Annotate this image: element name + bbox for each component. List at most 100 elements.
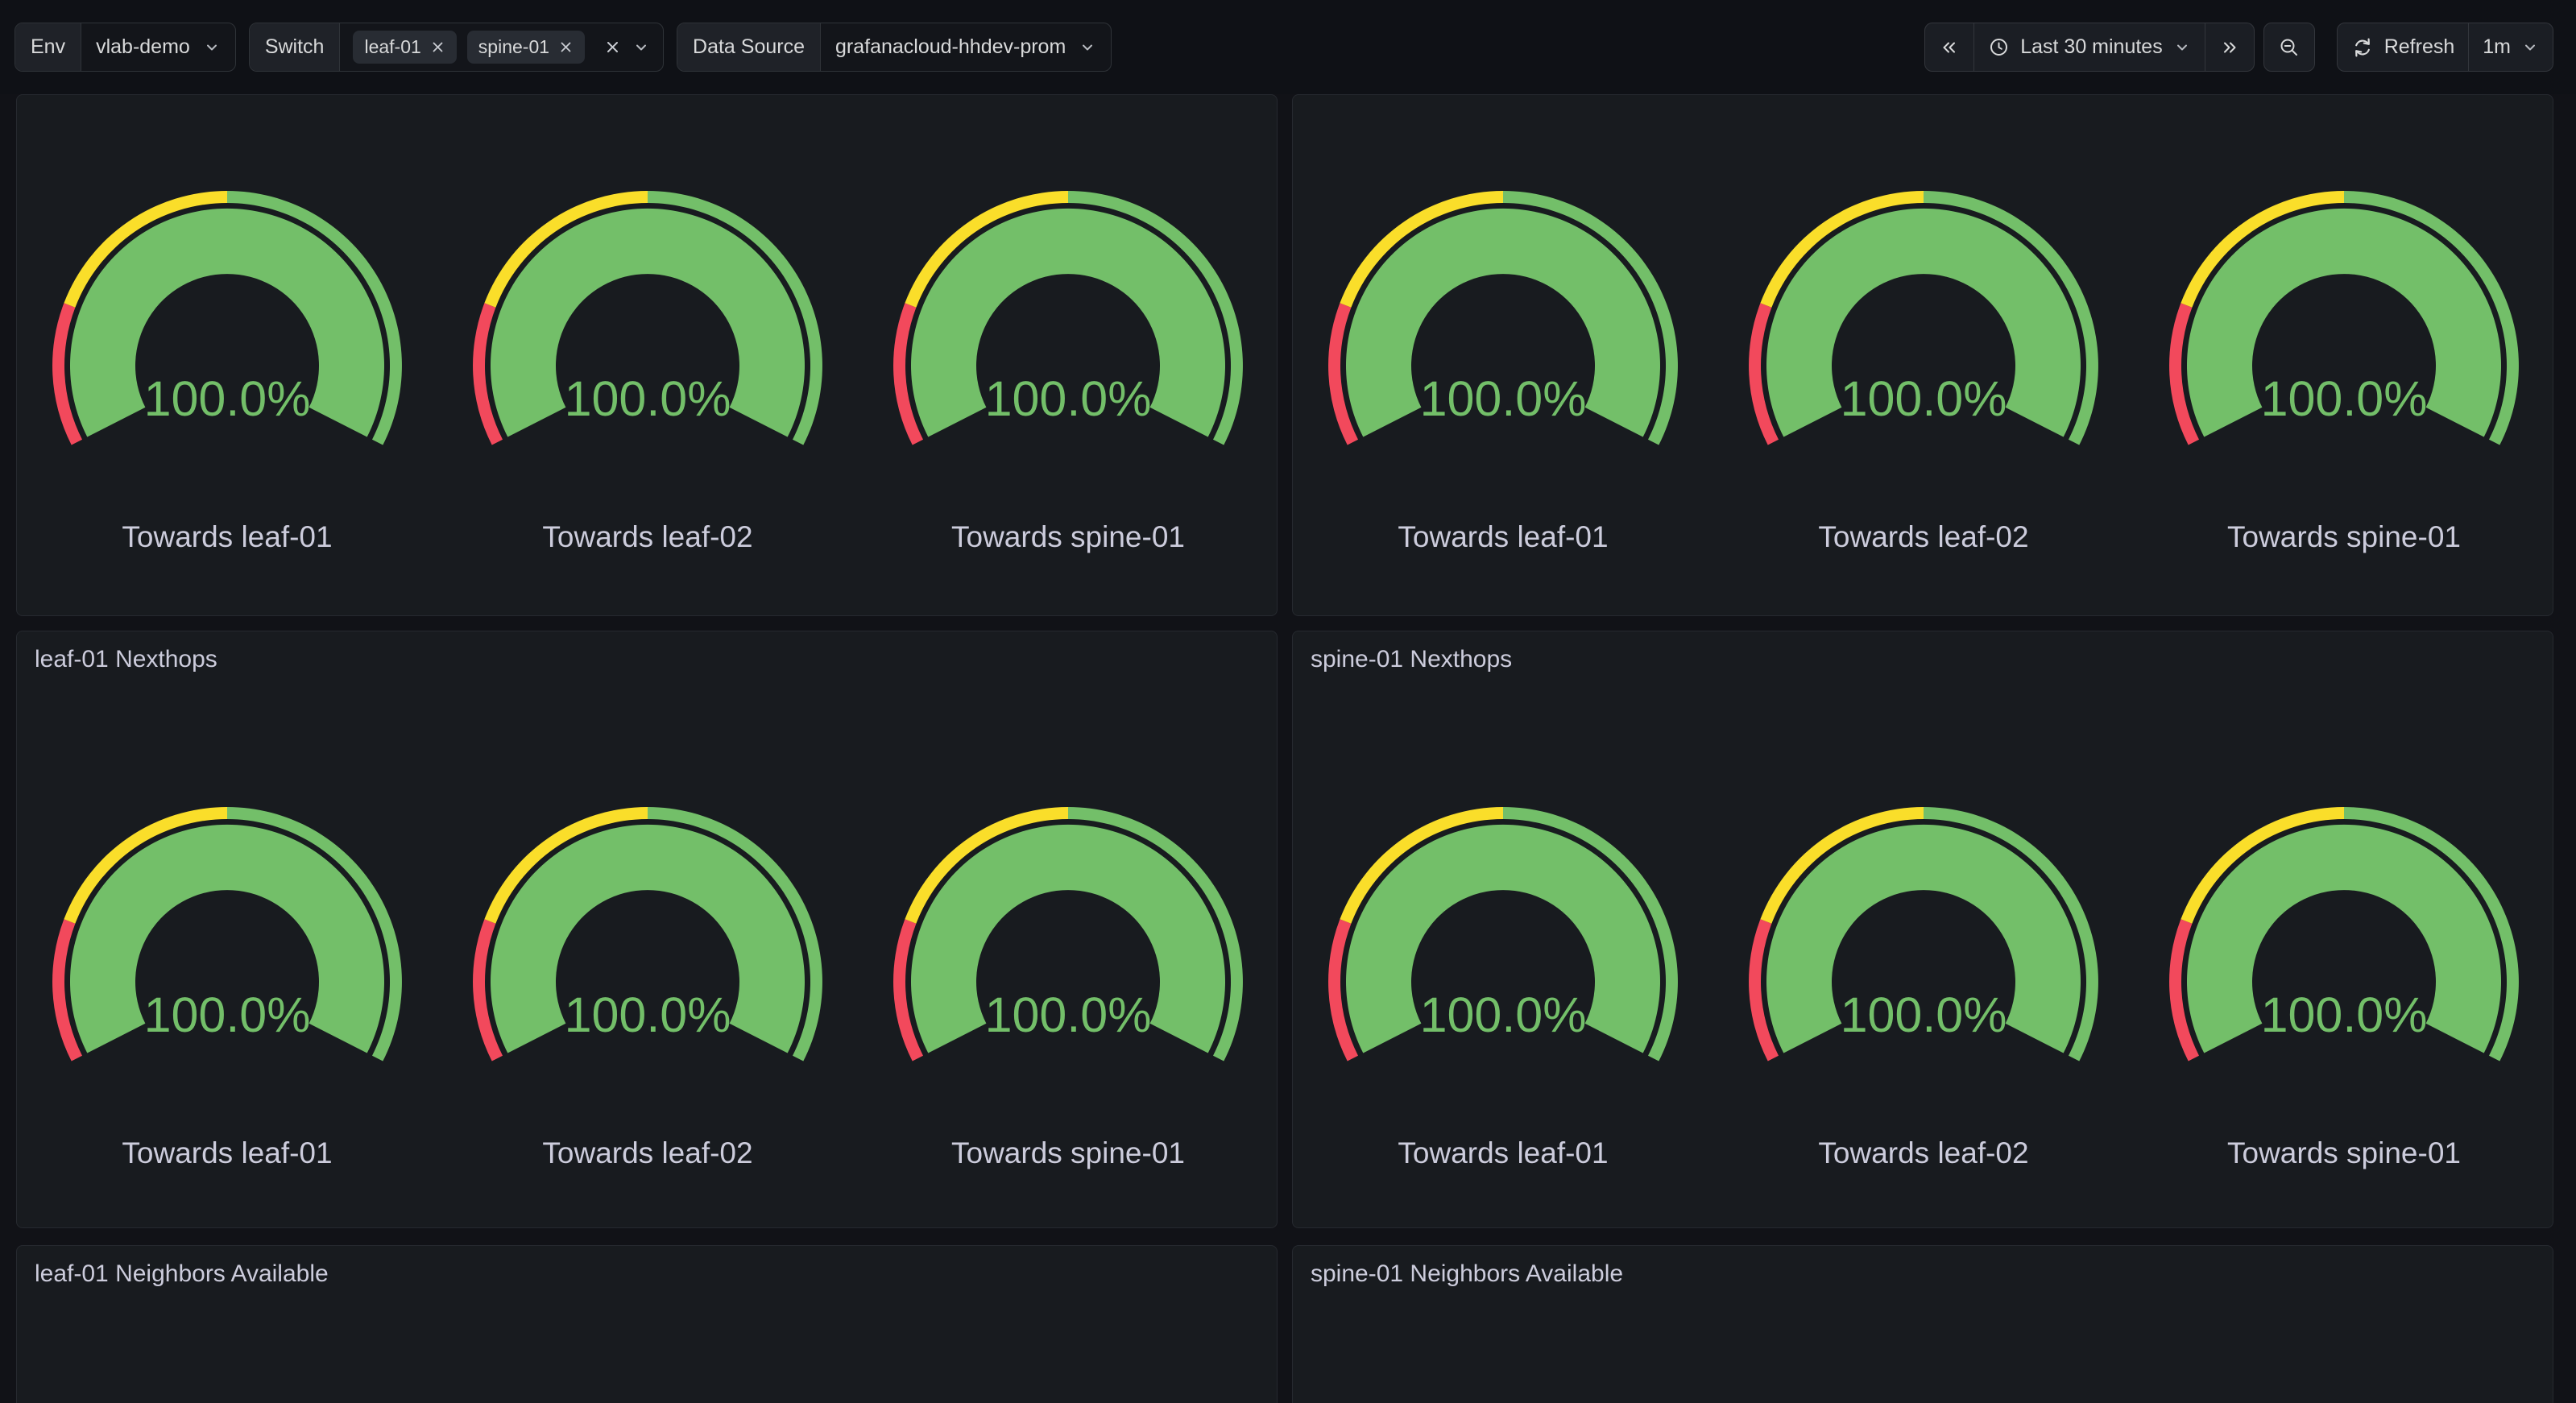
gauge-arc: 100.0% bbox=[52, 807, 402, 1062]
gauge-value-arc bbox=[69, 208, 384, 437]
gauge-label: Towards spine-01 bbox=[951, 1136, 1185, 1169]
datasource-label: Data Source bbox=[677, 23, 821, 71]
threshold-band bbox=[905, 807, 1068, 924]
gauge-cell: 100.0% Towards leaf-02 bbox=[437, 95, 858, 615]
panel-spine-01-nexthops: spine-01 Nexthops 100.0% Towards leaf-01 10… bbox=[1292, 631, 2553, 1228]
gauge-value: 100.0% bbox=[1420, 987, 1587, 1042]
variable-controls: Env vlab-demo Switch leaf-01 spine-01 bbox=[14, 23, 1112, 72]
gauge-arc: 100.0% bbox=[2169, 191, 2519, 445]
gauge-arc: 100.0% bbox=[1749, 191, 2098, 445]
gauge-value: 100.0% bbox=[1841, 371, 2007, 426]
datasource-value-select[interactable]: grafanacloud-hhdev-prom bbox=[821, 23, 1111, 71]
threshold-band bbox=[2180, 191, 2344, 308]
panel-gauges-row1-left: 100.0% Towards leaf-01 100.0% Towards leaf-… bbox=[16, 94, 1278, 616]
threshold-band bbox=[484, 191, 648, 308]
time-range-text: Last 30 minutes bbox=[2020, 35, 2163, 58]
panel-title[interactable]: spine-01 Neighbors Available bbox=[1311, 1260, 1624, 1287]
gauge-value: 100.0% bbox=[1841, 987, 2007, 1042]
gauge-arc: 100.0% bbox=[473, 807, 822, 1062]
threshold-band bbox=[2180, 807, 2344, 924]
chevron-down-icon bbox=[1083, 44, 1093, 50]
gauge-cell: 100.0% Towards spine-01 bbox=[858, 95, 1278, 615]
threshold-band bbox=[1924, 807, 2098, 1062]
gauge-value-arc bbox=[491, 824, 805, 1053]
clock-icon bbox=[1990, 39, 2008, 56]
time-shift-forward-button[interactable] bbox=[2205, 23, 2255, 72]
clear-filters-icon[interactable] bbox=[603, 38, 622, 56]
gauge-value: 100.0% bbox=[985, 371, 1152, 426]
gauge-cell: 100.0% Towards leaf-01 bbox=[17, 631, 437, 1227]
datasource-label-text: Data Source bbox=[693, 35, 805, 58]
gauge-value: 100.0% bbox=[565, 987, 731, 1042]
dashboard-toolbar: Env vlab-demo Switch leaf-01 spine-01 bbox=[0, 0, 2576, 94]
panel-leaf-01-neighbors-available: leaf-01 Neighbors Available bbox=[16, 1245, 1278, 1403]
gauge-value: 100.0% bbox=[2261, 371, 2428, 426]
angle-double-left-icon bbox=[1943, 42, 1956, 52]
gauge-cell: 100.0% Towards leaf-02 bbox=[1713, 631, 2134, 1227]
filter-tag-spine-01[interactable]: spine-01 bbox=[466, 31, 586, 64]
gauge-cell: 100.0% Towards leaf-01 bbox=[1293, 95, 1713, 615]
switch-filter-values[interactable]: leaf-01 spine-01 bbox=[340, 23, 663, 71]
datasource-value-text: grafanacloud-hhdev-prom bbox=[835, 35, 1066, 58]
threshold-band bbox=[893, 919, 923, 1062]
gauge-value-arc bbox=[911, 824, 1225, 1053]
gauge-arc: 100.0% bbox=[1749, 807, 2098, 1062]
gauge-label: Towards leaf-02 bbox=[1818, 520, 2029, 553]
gauge-arc: 100.0% bbox=[893, 191, 1243, 445]
threshold-band bbox=[648, 807, 822, 1062]
time-shift-back-button[interactable] bbox=[1924, 23, 1975, 72]
threshold-band bbox=[473, 303, 503, 445]
threshold-band bbox=[2344, 191, 2519, 445]
switch-filter-pill[interactable]: Switch leaf-01 spine-01 bbox=[248, 23, 665, 72]
gauge-value-arc bbox=[911, 208, 1225, 437]
threshold-band bbox=[227, 807, 402, 1062]
gauge-label: Towards spine-01 bbox=[2227, 520, 2461, 553]
threshold-band bbox=[893, 303, 923, 445]
switch-label: Switch bbox=[249, 23, 341, 71]
refresh-interval-text: 1m bbox=[2483, 35, 2511, 58]
panel-title[interactable]: leaf-01 Neighbors Available bbox=[35, 1260, 329, 1287]
gauge-label: Towards leaf-01 bbox=[122, 520, 333, 553]
close-icon[interactable] bbox=[558, 39, 574, 55]
panel-title[interactable]: leaf-01 Nexthops bbox=[35, 646, 217, 673]
gauge-value: 100.0% bbox=[2261, 987, 2428, 1042]
threshold-band bbox=[52, 303, 82, 445]
time-picker-group: Last 30 minutes bbox=[1924, 23, 2255, 72]
gauge-value: 100.0% bbox=[565, 371, 731, 426]
datasource-pill[interactable]: Data Source grafanacloud-hhdev-prom bbox=[677, 23, 1112, 72]
filter-tag-text: leaf-01 bbox=[364, 36, 421, 57]
env-variable-pill[interactable]: Env vlab-demo bbox=[14, 23, 236, 72]
close-icon[interactable] bbox=[430, 39, 445, 55]
time-zoom-out-button[interactable] bbox=[2263, 23, 2315, 72]
refresh-interval-button[interactable]: 1m bbox=[2469, 23, 2553, 72]
time-controls: Last 30 minutes Refresh 1m bbox=[1924, 23, 2553, 72]
time-range-button[interactable]: Last 30 minutes bbox=[1974, 23, 2205, 72]
search-minus-icon bbox=[2280, 39, 2297, 56]
gauge-value: 100.0% bbox=[144, 371, 311, 426]
gauge-value: 100.0% bbox=[985, 987, 1152, 1042]
gauge-cell: 100.0% Towards spine-01 bbox=[2134, 631, 2554, 1227]
filter-tag-leaf-01[interactable]: leaf-01 bbox=[353, 31, 457, 64]
gauge-value-arc bbox=[2187, 208, 2501, 437]
threshold-band bbox=[1068, 191, 1243, 445]
threshold-band bbox=[2169, 303, 2199, 445]
threshold-band bbox=[1924, 191, 2098, 445]
switch-label-text: Switch bbox=[264, 35, 325, 58]
gauge-value: 100.0% bbox=[144, 987, 311, 1042]
panel-spine-01-neighbors-available: spine-01 Neighbors Available bbox=[1292, 1245, 2553, 1403]
env-value-select[interactable]: vlab-demo bbox=[81, 23, 235, 71]
refresh-icon bbox=[2354, 38, 2370, 56]
chevron-down-icon bbox=[2176, 44, 2187, 50]
chevron-down-icon[interactable] bbox=[632, 39, 650, 56]
gauge-arc: 100.0% bbox=[1328, 807, 1678, 1062]
threshold-band bbox=[1760, 807, 1924, 924]
threshold-band bbox=[1760, 191, 1924, 308]
filter-tag-text: spine-01 bbox=[478, 36, 550, 57]
gauge-value-arc bbox=[1346, 208, 1660, 437]
gauge-cell: 100.0% Towards leaf-01 bbox=[17, 95, 437, 615]
refresh-button[interactable]: Refresh bbox=[2336, 23, 2470, 72]
env-label: Env bbox=[15, 23, 82, 71]
panel-title[interactable]: spine-01 Nexthops bbox=[1311, 646, 1513, 673]
gauge-value-arc bbox=[1766, 208, 2081, 437]
refresh-group: Refresh 1m bbox=[2336, 23, 2553, 72]
